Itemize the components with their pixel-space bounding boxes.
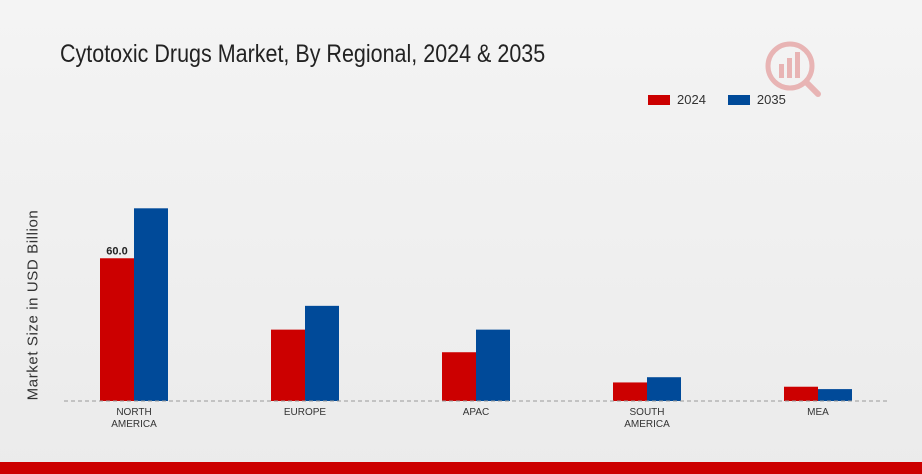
bar-2035-2	[476, 329, 510, 401]
legend-label: 2035	[756, 92, 786, 107]
chart-legend: 2024 2035	[648, 92, 808, 107]
bar-2035-1	[305, 305, 339, 401]
legend-item-2035: 2035	[727, 92, 786, 107]
data-label: 60.0	[106, 245, 127, 257]
bar-2024-1	[271, 329, 305, 401]
brand-logo-icon	[765, 41, 821, 97]
bar-2024-4	[784, 386, 818, 401]
x-tick-label: APAC	[463, 407, 490, 418]
x-tick-label: EUROPE	[284, 407, 327, 418]
legend-label: 2024	[677, 92, 706, 107]
x-tick-label: MEA	[807, 407, 829, 418]
bar-2024-2	[442, 352, 476, 401]
x-tick-label: NORTH AMERICA	[111, 407, 157, 430]
footer-band	[0, 462, 922, 474]
x-tick-label: SOUTH AMERICA	[624, 407, 670, 430]
legend-swatch	[648, 94, 670, 105]
legend-swatch	[727, 94, 750, 105]
legend-item-2024: 2024	[648, 92, 706, 107]
bar-2035-0	[134, 208, 168, 401]
bar-2024-3	[613, 382, 647, 401]
bar-2035-4	[818, 389, 852, 401]
bar-2035-3	[647, 377, 681, 401]
bar-2024-0	[100, 258, 134, 401]
chart-title: Cytotoxic Drugs Market, By Regional, 202…	[60, 40, 546, 68]
